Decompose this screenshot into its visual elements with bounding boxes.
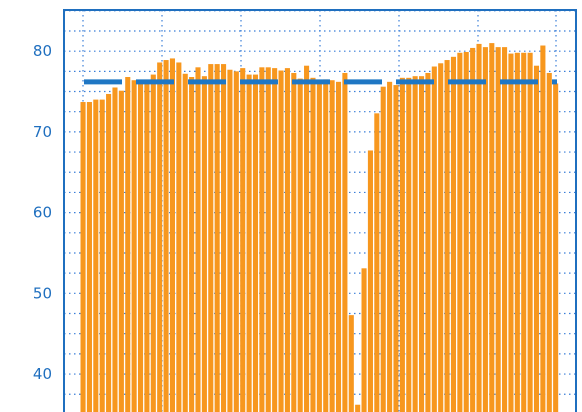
bar	[367, 150, 373, 412]
bar	[182, 73, 188, 412]
bar	[355, 404, 361, 412]
bar	[476, 43, 482, 412]
bar	[374, 113, 380, 412]
bar	[169, 58, 175, 412]
bar	[278, 70, 284, 412]
bar	[150, 74, 156, 412]
bar	[348, 315, 354, 412]
bar	[431, 66, 437, 412]
bar	[297, 78, 303, 412]
bar	[125, 77, 131, 412]
bar	[131, 80, 137, 412]
y-tick-label: 40	[33, 365, 52, 383]
bar	[380, 86, 386, 412]
bar	[444, 60, 450, 412]
bar	[450, 56, 457, 412]
bar	[304, 65, 310, 412]
bar	[482, 47, 488, 412]
plot-frame	[63, 9, 577, 412]
bar	[521, 52, 527, 412]
bar	[470, 47, 476, 412]
bar	[106, 93, 112, 412]
bar	[393, 85, 399, 412]
bar	[246, 74, 252, 412]
bar	[86, 102, 92, 412]
bar	[310, 77, 316, 412]
bars-group	[80, 43, 559, 412]
bar	[514, 52, 520, 412]
bar	[508, 53, 514, 412]
bar	[438, 63, 444, 412]
bar	[425, 72, 431, 412]
y-tick-label: 80	[33, 42, 52, 60]
y-tick-label: 70	[33, 123, 52, 141]
bar	[176, 62, 182, 412]
bar	[495, 47, 501, 412]
bar	[463, 51, 469, 412]
bar	[214, 64, 220, 412]
bar	[533, 65, 540, 412]
bar	[259, 67, 265, 412]
bar	[361, 268, 367, 412]
y-tick-label: 50	[33, 284, 52, 302]
bar	[252, 74, 259, 412]
bar	[546, 72, 552, 412]
bar	[93, 99, 99, 412]
bar	[80, 102, 86, 412]
bar	[502, 47, 508, 412]
bar	[118, 90, 124, 412]
bar	[265, 67, 271, 412]
bar	[418, 76, 425, 412]
bar	[163, 60, 169, 412]
y-tick-label: 60	[33, 204, 52, 222]
bar	[189, 77, 195, 412]
bar	[316, 80, 322, 412]
bar	[387, 81, 393, 412]
bar	[233, 71, 239, 412]
bar	[137, 83, 144, 412]
bar	[553, 83, 559, 412]
bar	[195, 67, 201, 412]
bar	[144, 81, 150, 412]
bar	[112, 87, 118, 412]
bar	[527, 52, 533, 412]
bar	[329, 80, 335, 412]
bar	[284, 68, 290, 412]
bar	[406, 77, 412, 412]
bar	[342, 72, 348, 412]
bar	[399, 77, 405, 412]
bar	[323, 79, 329, 412]
y-axis-labels: 40 50 60 70 80	[33, 42, 52, 383]
bar	[99, 99, 105, 412]
bar	[201, 76, 207, 412]
bar	[221, 64, 227, 412]
bar	[489, 43, 495, 412]
bar	[240, 68, 246, 412]
bar	[291, 72, 297, 412]
bar	[272, 68, 278, 412]
bar	[457, 52, 463, 412]
bar	[208, 64, 214, 412]
bar	[227, 69, 233, 412]
bar	[157, 62, 163, 412]
bar	[540, 45, 546, 412]
bar	[335, 81, 342, 412]
bar	[412, 76, 418, 412]
